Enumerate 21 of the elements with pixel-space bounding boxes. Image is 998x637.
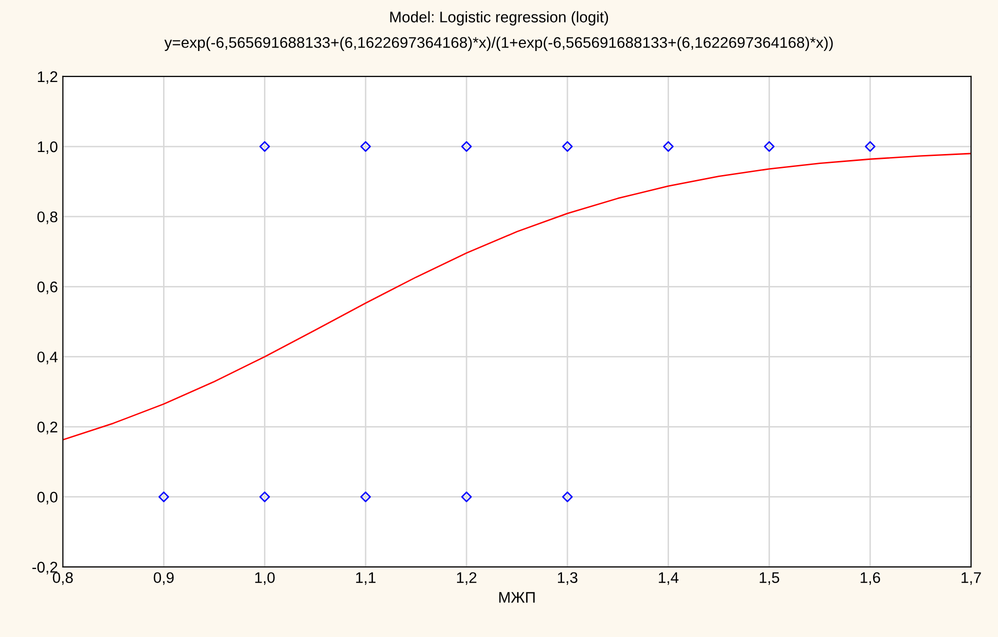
y-tick-label: 1,0 <box>38 141 58 154</box>
x-tick-label: 1,3 <box>558 572 578 585</box>
x-tick-label: 1,6 <box>860 572 880 585</box>
y-tick-label: 0,2 <box>37 422 58 434</box>
x-tick-label: 1,2 <box>457 572 476 585</box>
y-tick-label: 1,2 <box>38 71 58 84</box>
y-tick-label: -0,2 <box>32 562 58 574</box>
x-tick-label: 1,0 <box>255 572 275 585</box>
x-tick-label: 1,5 <box>760 572 780 585</box>
x-tick-label: 1,7 <box>962 572 981 585</box>
y-tick-label: 0,4 <box>37 352 58 364</box>
x-tick-label: 0,9 <box>154 572 174 585</box>
x-tick-label: 0,8 <box>52 572 73 585</box>
y-tick-label: 0,6 <box>37 282 58 294</box>
x-tick-label: 1,4 <box>658 572 678 585</box>
x-tick-label: 1,1 <box>356 572 376 585</box>
y-tick-label: 0,0 <box>37 492 58 504</box>
y-tick-label: 0,8 <box>37 211 58 224</box>
chart-title: Model: Logistic regression (logit) <box>390 11 608 26</box>
x-axis-title: МЖП <box>499 592 535 603</box>
chart-subtitle: y=exp(-6,565691688133+(6,1622697364168)*x)/(1+exp(-6,565691688133+(6,1622697364168)*x)) <box>164 36 833 51</box>
